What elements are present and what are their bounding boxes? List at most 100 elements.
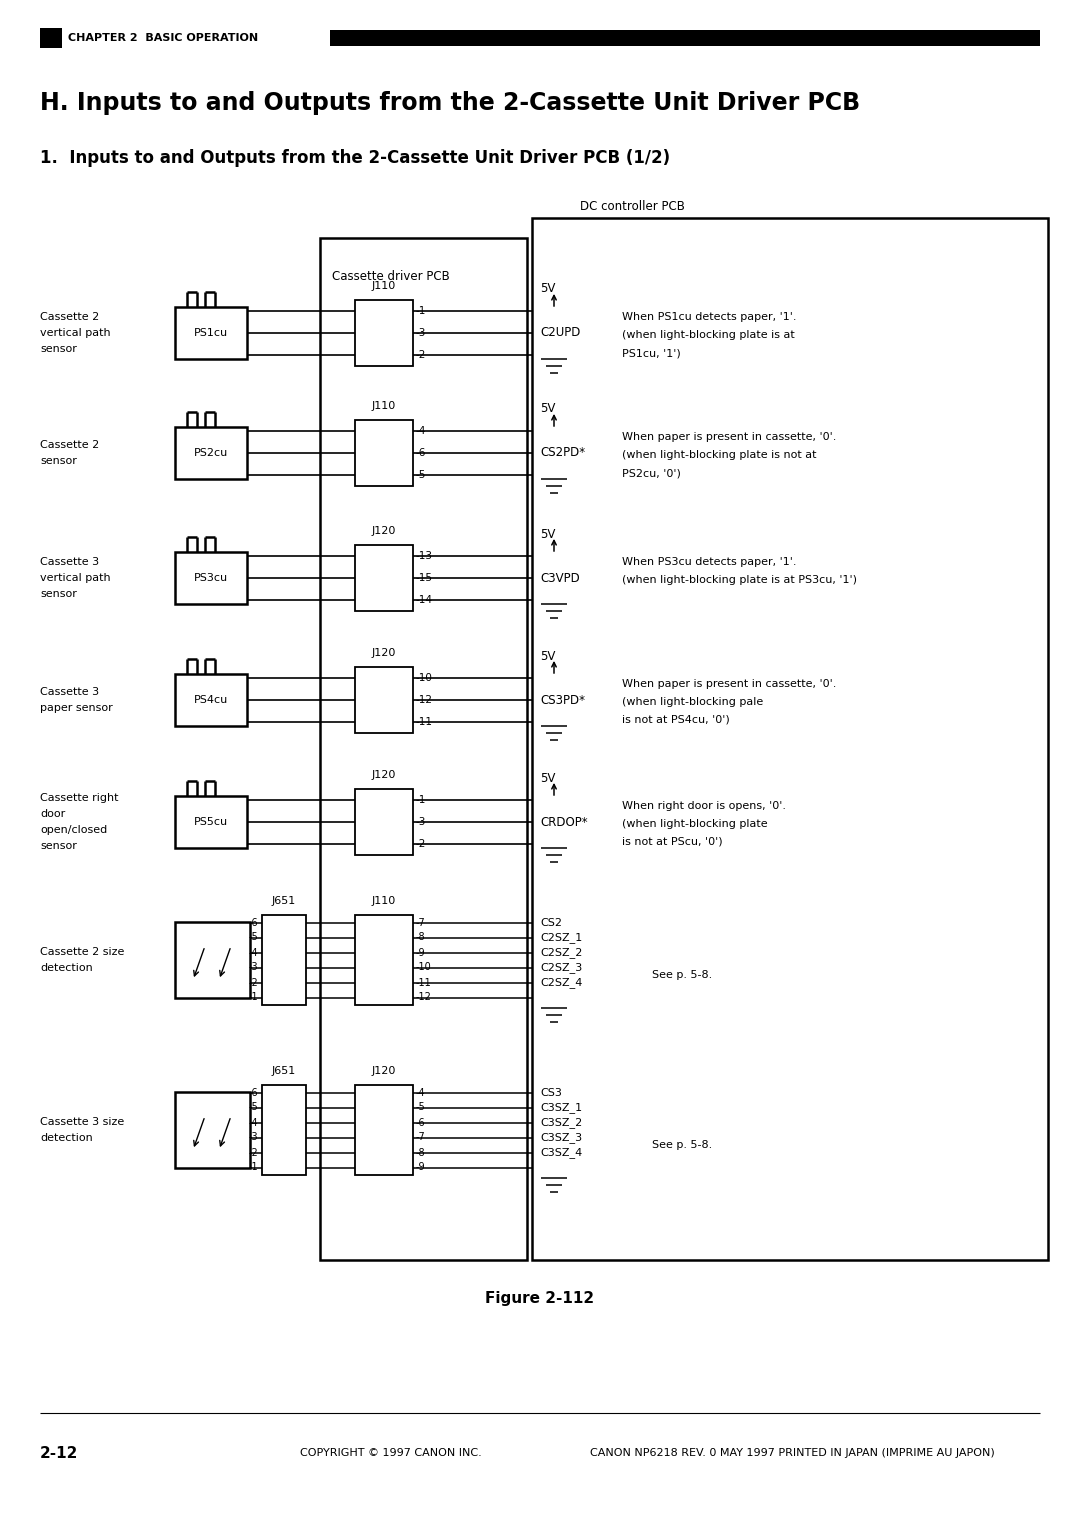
Text: -9: -9	[416, 947, 426, 958]
Text: -12: -12	[416, 695, 433, 704]
Text: -3: -3	[416, 329, 427, 338]
Text: -4: -4	[416, 426, 427, 435]
Bar	[175, 426, 247, 478]
Text: See p. 5-8.: See p. 5-8.	[652, 1140, 712, 1151]
Text: See p. 5-8.: See p. 5-8.	[652, 970, 712, 979]
Bar	[355, 668, 413, 733]
Text: 5V: 5V	[540, 649, 555, 663]
Text: -5: -5	[248, 932, 258, 943]
Text: Cassette 2: Cassette 2	[40, 312, 99, 322]
Text: vertical path: vertical path	[40, 573, 110, 584]
Text: is not at PS4cu, '0'): is not at PS4cu, '0')	[622, 715, 730, 724]
Text: J120: J120	[372, 1067, 396, 1076]
Text: -10: -10	[416, 672, 433, 683]
Bar	[175, 674, 247, 726]
Text: C3VPD: C3VPD	[540, 571, 580, 585]
Text: (when light-blocking plate is not at: (when light-blocking plate is not at	[622, 451, 816, 460]
Text: CS2: CS2	[540, 917, 562, 927]
Text: PS2cu: PS2cu	[194, 448, 228, 458]
Text: 5V: 5V	[540, 283, 555, 295]
Text: CS3: CS3	[540, 1088, 562, 1097]
Bar	[175, 307, 247, 359]
Text: paper sensor: paper sensor	[40, 703, 112, 714]
Text: -1: -1	[416, 306, 427, 316]
Text: -14: -14	[416, 594, 433, 605]
Text: -13: -13	[416, 552, 433, 561]
Bar	[355, 788, 413, 856]
Text: Cassette right: Cassette right	[40, 793, 119, 804]
Bar	[175, 796, 247, 848]
Text: sensor: sensor	[40, 344, 77, 354]
Bar	[355, 545, 413, 611]
Text: C3SZ_1: C3SZ_1	[540, 1102, 582, 1112]
Text: sensor: sensor	[40, 455, 77, 466]
Text: CHAPTER 2  BASIC OPERATION: CHAPTER 2 BASIC OPERATION	[68, 34, 258, 43]
Text: C3SZ_4: C3SZ_4	[540, 1148, 582, 1158]
Text: -2: -2	[416, 839, 427, 850]
Text: -7: -7	[416, 917, 426, 927]
Text: -6: -6	[248, 917, 258, 927]
Text: H. Inputs to and Outputs from the 2-Cassette Unit Driver PCB: H. Inputs to and Outputs from the 2-Cass…	[40, 92, 860, 115]
Text: 5V: 5V	[540, 772, 555, 784]
Text: -3: -3	[416, 817, 427, 827]
Text: Cassette driver PCB: Cassette driver PCB	[332, 269, 449, 283]
Text: -6: -6	[248, 1088, 258, 1097]
Bar	[532, 219, 1048, 1261]
Text: -10: -10	[416, 963, 432, 972]
Text: -5: -5	[248, 1103, 258, 1112]
Bar	[355, 915, 413, 1005]
Bar	[320, 238, 527, 1261]
Text: PS1cu: PS1cu	[194, 329, 228, 338]
Text: J120: J120	[372, 770, 396, 779]
Bar	[262, 915, 306, 1005]
Text: -8: -8	[416, 932, 426, 943]
Text: 5V: 5V	[540, 527, 555, 541]
Text: -4: -4	[248, 1117, 258, 1128]
Bar	[355, 299, 413, 367]
Text: J110: J110	[372, 895, 396, 906]
Text: vertical path: vertical path	[40, 329, 110, 338]
Text: door: door	[40, 808, 65, 819]
Text: Cassette 2: Cassette 2	[40, 440, 99, 451]
Text: Figure 2-112: Figure 2-112	[485, 1291, 595, 1305]
Bar	[175, 1093, 249, 1167]
Bar	[175, 921, 249, 998]
Bar	[262, 1085, 306, 1175]
Text: (when light-blocking plate is at PS3cu, '1'): (when light-blocking plate is at PS3cu, …	[622, 575, 858, 585]
Bar	[40, 28, 62, 47]
Text: -6: -6	[416, 448, 427, 458]
Text: When PS3cu detects paper, '1'.: When PS3cu detects paper, '1'.	[622, 558, 797, 567]
Text: -2: -2	[416, 350, 427, 361]
Text: Cassette 3: Cassette 3	[40, 688, 99, 697]
Text: J651: J651	[272, 895, 296, 906]
Text: -4: -4	[416, 1088, 426, 1097]
Text: When right door is opens, '0'.: When right door is opens, '0'.	[622, 801, 786, 811]
Text: -5: -5	[416, 471, 427, 480]
Text: -7: -7	[416, 1132, 426, 1143]
Bar	[330, 31, 1040, 46]
Text: CANON NP6218 REV. 0 MAY 1997 PRINTED IN JAPAN (IMPRIME AU JAPON): CANON NP6218 REV. 0 MAY 1997 PRINTED IN …	[590, 1449, 995, 1458]
Text: -15: -15	[416, 573, 433, 584]
Text: J120: J120	[372, 648, 396, 659]
Text: C2SZ_2: C2SZ_2	[540, 947, 582, 958]
Text: -3: -3	[248, 963, 258, 972]
Text: (when light-blocking pale: (when light-blocking pale	[622, 697, 764, 707]
Text: -5: -5	[416, 1103, 426, 1112]
Text: detection: detection	[40, 963, 93, 973]
Text: -1: -1	[248, 993, 258, 1002]
Text: -8: -8	[416, 1148, 426, 1158]
Bar	[355, 420, 413, 486]
Text: is not at PScu, '0'): is not at PScu, '0')	[622, 837, 723, 847]
Text: J120: J120	[372, 526, 396, 536]
Bar	[175, 552, 247, 604]
Text: 2-12: 2-12	[40, 1445, 79, 1461]
Text: CS2PD*: CS2PD*	[540, 446, 585, 460]
Text: PS2cu, '0'): PS2cu, '0')	[622, 468, 680, 478]
Text: Cassette 3: Cassette 3	[40, 558, 99, 567]
Text: C2SZ_1: C2SZ_1	[540, 932, 582, 943]
Text: When PS1cu detects paper, '1'.: When PS1cu detects paper, '1'.	[622, 312, 797, 322]
Bar	[355, 1085, 413, 1175]
Text: J110: J110	[372, 281, 396, 290]
Text: J651: J651	[272, 1067, 296, 1076]
Text: C3SZ_3: C3SZ_3	[540, 1132, 582, 1143]
